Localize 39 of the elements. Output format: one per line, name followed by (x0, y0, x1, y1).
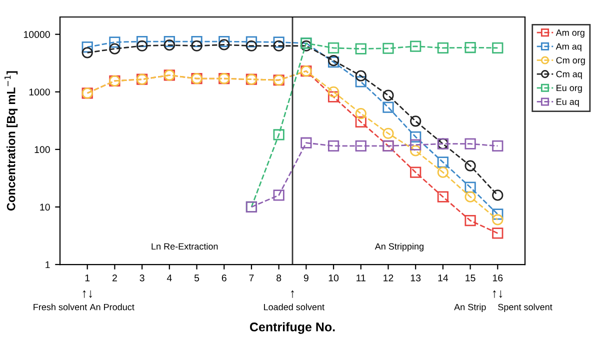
y-tick-label: 1 (46, 261, 50, 268)
x-tick-label: 15 (466, 274, 476, 282)
legend-label: Am org (556, 30, 584, 38)
x-tick-label: 8 (276, 274, 282, 282)
legend-label: Cm org (556, 57, 585, 66)
text: Loaded solvent (264, 304, 324, 310)
x-tick-label: 14 (438, 274, 448, 282)
x-tick-label: 2 (112, 274, 117, 282)
legend-label: Eu org (556, 84, 582, 93)
y-tick-label: 1000 (29, 88, 50, 96)
text: Spent solvent (498, 304, 552, 312)
x-axis-title: Centrifuge No. (250, 322, 335, 334)
x-tick-label: 5 (194, 274, 200, 282)
annotation: Ln Re-Extraction (152, 242, 218, 250)
x-tick-label: 12 (384, 274, 394, 282)
legend-label: Am aq (556, 43, 582, 52)
x-tick-label: 7 (249, 274, 254, 282)
y-axis-title: Concentration [Bq mL$^{−1}$] (4, 71, 18, 211)
x-tick-label: 10 (328, 274, 339, 282)
y-tick-label: 10 (40, 204, 50, 211)
y-tick-label: 100 (34, 146, 50, 154)
legend-label: Cm aq (556, 70, 582, 80)
legend-label: Eu aq (556, 98, 579, 107)
text: ↑↓ (82, 290, 92, 298)
text: An Product (90, 304, 134, 310)
text: ↑↓ (492, 290, 502, 298)
x-tick-label: 4 (166, 274, 172, 282)
text: ↑ (291, 290, 294, 298)
x-tick-label: 3 (140, 274, 144, 282)
x-tick-label: 11 (356, 274, 366, 282)
x-tick-label: 16 (492, 274, 503, 282)
x-tick-label: 1 (85, 274, 90, 282)
x-tick-label: 9 (304, 274, 308, 282)
text: Fresh solvent (34, 304, 88, 310)
x-tick-label: 13 (410, 274, 421, 282)
text: An Strip (454, 304, 486, 312)
y-tick-label: 10000 (24, 31, 50, 38)
x-tick-label: 6 (222, 274, 226, 282)
annotation: An Stripping (374, 242, 424, 252)
